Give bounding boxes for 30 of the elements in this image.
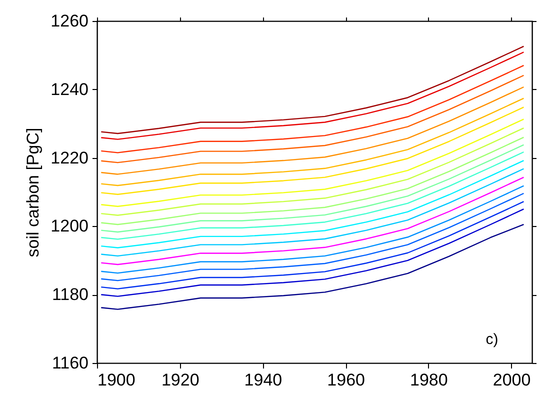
annotation: c) <box>486 331 498 348</box>
y-tick-label: 1160 <box>52 354 88 372</box>
x-tick-label: 1900 <box>98 370 136 390</box>
line-series <box>100 160 524 248</box>
y-tick-label: 1260 <box>50 12 88 30</box>
x-tick-label: 2000 <box>492 370 531 390</box>
x-tick-label: 1940 <box>244 370 282 390</box>
line-series <box>100 118 524 207</box>
line-series <box>100 136 524 226</box>
line-series <box>100 98 524 186</box>
line-series <box>100 192 524 282</box>
line-series <box>100 208 524 297</box>
y-tick-label: 1220 <box>50 148 88 168</box>
x-tick-label: 1960 <box>327 370 365 390</box>
line-series <box>100 74 524 164</box>
line-series <box>100 127 524 216</box>
line-series <box>100 176 524 266</box>
y-tick-label: 1240 <box>50 80 88 99</box>
y-tick-label: 1180 <box>52 285 88 304</box>
line-series <box>100 185 524 274</box>
line-series <box>100 106 524 195</box>
line-series <box>100 168 524 257</box>
y-tick-label: 1200 <box>50 216 88 236</box>
y-axis-title: soil carbon [PgC] <box>24 128 43 258</box>
line-series <box>100 200 524 290</box>
line-series <box>100 86 524 175</box>
line-series <box>100 64 524 154</box>
x-tick-label: 1920 <box>161 370 200 390</box>
line-series <box>100 224 524 310</box>
x-tick-label: 1980 <box>410 370 448 390</box>
